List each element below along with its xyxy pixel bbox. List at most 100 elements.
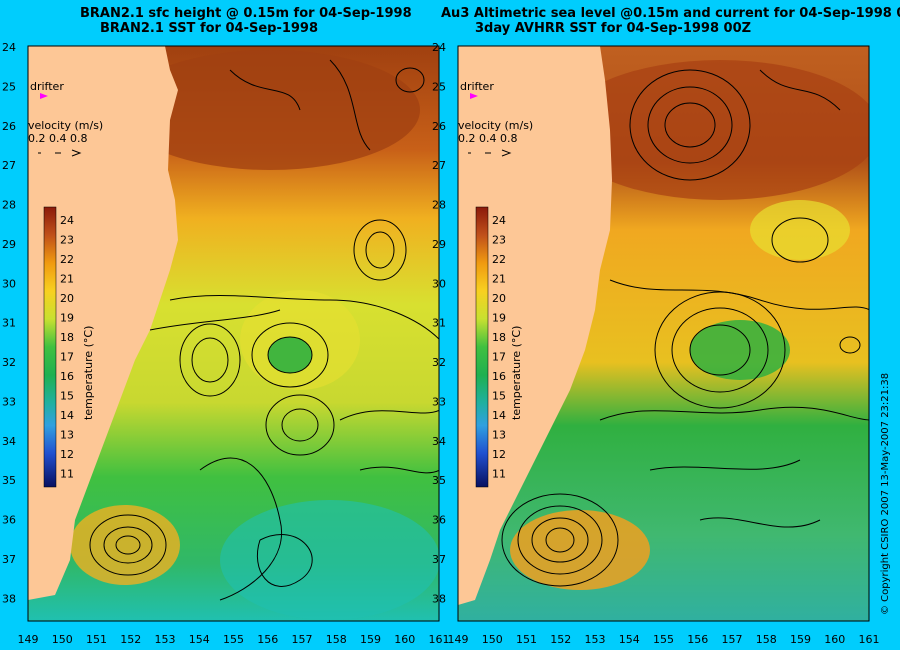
longitude-tick-label: 151 [516, 633, 537, 646]
latitude-tick-label: 37 [2, 553, 16, 566]
left-colorbar-title: temperature (°C) [82, 326, 95, 420]
left-drifter-label: drifter [30, 80, 64, 93]
longitude-tick-label: 158 [756, 633, 777, 646]
latitude-tick-label: 38 [2, 592, 16, 605]
longitude-tick-label: 152 [120, 633, 141, 646]
panel2-title-line1: Au3 Altimetric sea level @0.15m and curr… [441, 6, 900, 21]
latitude-tick-label: 29 [432, 238, 446, 251]
right-colorbar [475, 206, 489, 488]
colorbar-tick-label: 22 [492, 253, 506, 266]
right-eddy-green [690, 320, 790, 380]
panel1-title-line2: BRAN2.1 SST for 04-Sep-1998 [100, 21, 319, 36]
longitude-tick-label: 157 [722, 633, 743, 646]
latitude-tick-label: 37 [432, 553, 446, 566]
panel1-title-line1: BRAN2.1 sfc height @ 0.15m for 04-Sep-19… [80, 6, 412, 21]
copyright-text: © Copyright CSIRO 2007 13-May-2007 23:21… [880, 372, 891, 615]
colorbar-tick-label: 16 [60, 370, 74, 383]
latitude-tick-label: 32 [2, 356, 16, 369]
colorbar-tick-label: 23 [492, 234, 506, 247]
right-drifter-label: drifter [460, 80, 494, 93]
left-cool-south [220, 500, 439, 620]
colorbar-tick-label: 19 [492, 312, 506, 325]
longitude-tick-label: 150 [482, 633, 503, 646]
right-drifter-icon [470, 93, 478, 99]
longitude-tick-label: 149 [448, 633, 469, 646]
left-land-mask [28, 46, 178, 600]
latitude-tick-label: 25 [2, 80, 16, 93]
left-contours [89, 59, 439, 601]
left-eddy-south [70, 505, 180, 585]
longitude-tick-label: 153 [155, 633, 176, 646]
latitude-tick-label: 24 [2, 41, 16, 54]
colorbar-tick-label: 15 [492, 390, 506, 403]
latitude-tick-label: 27 [2, 159, 16, 172]
right-contours [501, 69, 869, 587]
left-drifter-icon [40, 93, 48, 99]
left-colorbar-ticks: 24 23 22 21 20 19 18 17 16 15 14 13 12 11 [60, 214, 74, 481]
right-map-panel [458, 46, 869, 621]
latitude-tick-label: 32 [432, 356, 446, 369]
colorbar-tick-label: 18 [60, 331, 74, 344]
colorbar-tick-label: 14 [492, 409, 506, 422]
right-latitude-labels: 24 25 26 27 28 29 30 31 32 33 34 35 36 37 38 [432, 41, 446, 605]
latitude-tick-label: 26 [2, 120, 16, 133]
latitude-tick-label: 36 [432, 514, 446, 527]
latitude-tick-label: 33 [2, 395, 16, 408]
latitude-tick-label: 33 [432, 395, 446, 408]
longitude-tick-label: 161 [859, 633, 880, 646]
colorbar-tick-label: 11 [492, 468, 506, 481]
longitude-tick-label: 156 [687, 633, 708, 646]
longitude-tick-label: 149 [18, 633, 39, 646]
colorbar-tick-label: 18 [492, 331, 506, 344]
longitude-tick-label: 160 [824, 633, 845, 646]
right-velocity-arrows-icon [468, 149, 512, 157]
latitude-tick-label: 34 [432, 435, 446, 448]
colorbar-tick-label: 24 [492, 214, 506, 227]
colorbar-tick-label: 20 [60, 292, 74, 305]
latitude-tick-label: 29 [2, 238, 16, 251]
colorbar-tick-label: 22 [60, 253, 74, 266]
longitude-tick-label: 161 [429, 633, 450, 646]
left-colorbar [43, 206, 57, 488]
longitude-tick-label: 157 [292, 633, 313, 646]
longitude-tick-label: 155 [223, 633, 244, 646]
colorbar-tick-label: 14 [60, 409, 74, 422]
longitude-tick-label: 159 [360, 633, 381, 646]
colorbar-tick-label: 19 [60, 312, 74, 325]
latitude-tick-label: 34 [2, 435, 16, 448]
colorbar-tick-label: 17 [492, 351, 506, 364]
latitude-tick-label: 24 [432, 41, 446, 54]
left-latitude-labels: 24 25 26 27 28 29 30 31 32 33 34 35 36 37 38 [2, 41, 16, 605]
left-longitude-labels: 149 150 151 152 153 154 155 156 157 158 159 160 161 [18, 633, 450, 646]
latitude-tick-label: 28 [432, 199, 446, 212]
latitude-tick-label: 25 [432, 80, 446, 93]
left-velocity-label: velocity (m/s) [28, 119, 103, 132]
colorbar-tick-label: 13 [60, 429, 74, 442]
longitude-tick-label: 151 [86, 633, 107, 646]
latitude-tick-label: 28 [2, 199, 16, 212]
left-velocity-scale: 0.2 0.4 0.8 [28, 132, 87, 145]
colorbar-tick-label: 21 [492, 273, 506, 286]
longitude-tick-label: 158 [326, 633, 347, 646]
longitude-tick-label: 155 [653, 633, 674, 646]
colorbar-tick-label: 16 [492, 370, 506, 383]
colorbar-tick-label: 12 [60, 448, 74, 461]
colorbar-tick-label: 20 [492, 292, 506, 305]
latitude-tick-label: 30 [432, 277, 446, 290]
left-velocity-arrows-icon [38, 149, 82, 157]
panel2-title-line2: 3day AVHRR SST for 04-Sep-1998 00Z [475, 21, 752, 36]
right-map-frame [457, 45, 870, 622]
longitude-tick-label: 156 [257, 633, 278, 646]
left-map-panel [28, 46, 439, 621]
latitude-tick-label: 31 [2, 317, 16, 330]
colorbar-tick-label: 11 [60, 468, 74, 481]
right-longitude-labels: 149 150 151 152 153 154 155 156 157 158 159 160 161 [448, 633, 880, 646]
colorbar-tick-label: 21 [60, 273, 74, 286]
longitude-tick-label: 150 [52, 633, 73, 646]
colorbar-tick-label: 12 [492, 448, 506, 461]
right-colorbar-ticks: 24 23 22 21 20 19 18 17 16 15 14 13 12 11 [492, 214, 506, 481]
latitude-tick-label: 31 [432, 317, 446, 330]
latitude-tick-label: 26 [432, 120, 446, 133]
longitude-tick-label: 160 [394, 633, 415, 646]
left-eddy-green [268, 337, 312, 373]
